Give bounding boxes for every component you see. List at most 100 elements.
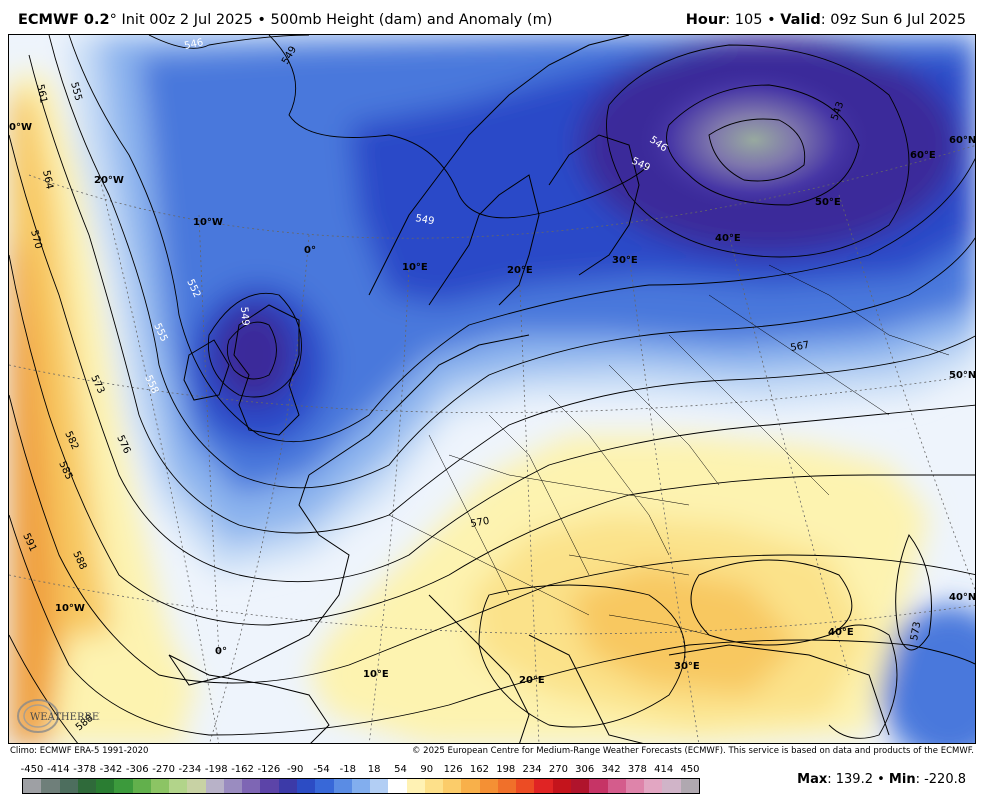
lon-label: 60°E xyxy=(910,150,936,161)
legend-tick-label: -18 xyxy=(339,764,356,775)
weatherbell-logo: WEATHERBELL xyxy=(14,696,113,736)
legend-swatch xyxy=(662,779,681,793)
climo-credit: Climo: ECMWF ERA-5 1991-2020 xyxy=(10,746,149,756)
legend-swatch xyxy=(406,779,425,793)
legend-swatch xyxy=(497,779,517,793)
legend-tick-label: 126 xyxy=(443,764,463,775)
hour-label: Hour xyxy=(685,12,726,28)
lon-label: 0° xyxy=(304,245,316,256)
legend-swatch xyxy=(41,779,60,793)
legend-swatch xyxy=(552,779,571,793)
legend-swatch xyxy=(479,779,498,793)
forecast-hour-valid: Hour: 105 • Valid: 09z Sun 6 Jul 2025 xyxy=(686,12,966,28)
logo-text: WEATHERBELL xyxy=(30,712,100,723)
lon-label: 10°W xyxy=(55,603,85,614)
anomaly-color-legend: -450 -414 -378 -342 -306 -270 -234 -198 -162 -126… xyxy=(18,764,702,798)
legend-tick-label: 162 xyxy=(469,764,489,775)
contour-label: 570 xyxy=(470,516,491,530)
legend-tick-label: 270 xyxy=(548,764,568,775)
legend-swatch xyxy=(424,779,444,793)
contour-label: 564 xyxy=(40,169,55,190)
legend-tick-label: 414 xyxy=(654,764,674,775)
valid-value: : 09z Sun 6 Jul 2025 xyxy=(820,12,966,28)
contour-label: 549 xyxy=(238,306,251,326)
legend-swatch xyxy=(443,779,462,793)
legend-swatch xyxy=(187,779,206,793)
legend-tick-label: -342 xyxy=(99,764,123,775)
legend-ticks: -450 -414 -378 -342 -306 -270 -234 -198 -162 -126… xyxy=(18,764,702,778)
lon-label: 10°E xyxy=(363,669,389,680)
lon-label: 20°W xyxy=(94,175,124,186)
lon-label: 20°E xyxy=(507,265,533,276)
height-contours xyxy=(9,35,975,743)
logo-svg: WEATHERBELL xyxy=(17,699,113,733)
legend-colorbar xyxy=(22,778,700,794)
lon-label: 50°E xyxy=(815,197,841,208)
valid-label: Valid xyxy=(780,12,821,28)
legend-tick-label: -414 xyxy=(46,764,70,775)
legend-tick-label: 234 xyxy=(522,764,542,775)
legend-tick-label: 54 xyxy=(394,764,407,775)
legend-tick-label: -306 xyxy=(125,764,149,775)
forecast-map[interactable]: 0°W 20°W 10°W 0° 10°E 20°E 30°E 40°E 50°… xyxy=(8,34,976,744)
legend-swatch xyxy=(205,779,224,793)
lon-label: 20°E xyxy=(519,675,545,686)
legend-swatch xyxy=(570,779,590,793)
legend-tick-label: 306 xyxy=(575,764,595,775)
lon-label: 10°E xyxy=(402,262,428,273)
legend-swatch xyxy=(150,779,170,793)
graticule-labels: 0°W 20°W 10°W 0° 10°E 20°E 30°E 40°E 50°… xyxy=(9,122,976,686)
lon-label: 30°E xyxy=(612,255,638,266)
legend-swatch xyxy=(351,779,371,793)
legend-swatch xyxy=(516,779,535,793)
legend-tick-label: -234 xyxy=(178,764,202,775)
legend-swatch xyxy=(242,779,261,793)
map-title: ECMWF 0.2° Init 00z 2 Jul 2025 • 500mb H… xyxy=(18,12,552,28)
lon-label: 40°E xyxy=(715,233,741,244)
legend-tick-label: 378 xyxy=(627,764,647,775)
coastlines xyxy=(168,35,932,743)
ecmwf-copyright: © 2025 European Centre for Medium-Range … xyxy=(411,746,974,756)
legend-swatch xyxy=(23,779,42,793)
legend-swatch xyxy=(114,779,133,793)
legend-swatch xyxy=(296,779,316,793)
legend-swatch xyxy=(260,779,279,793)
legend-tick-label: 342 xyxy=(601,764,621,775)
lon-label: 0°W xyxy=(9,122,32,133)
lat-label: 50°N xyxy=(949,370,976,381)
contour-label: 561 xyxy=(34,83,49,104)
legend-swatch xyxy=(607,779,626,793)
legend-swatch xyxy=(333,779,352,793)
contour-label: 567 xyxy=(790,340,811,354)
legend-swatch xyxy=(625,779,645,793)
legend-swatch xyxy=(534,779,553,793)
graticule xyxy=(9,145,975,743)
legend-swatch xyxy=(96,779,115,793)
legend-swatch xyxy=(132,779,151,793)
lon-label: 30°E xyxy=(674,661,700,672)
legend-tick-label: 90 xyxy=(420,764,434,775)
contour-label: 546 xyxy=(183,37,204,52)
legend-tick-label: -378 xyxy=(73,764,96,775)
legend-swatch xyxy=(278,779,297,793)
legend-swatch xyxy=(370,779,389,793)
contour-label: 573 xyxy=(909,621,923,642)
max-min-stats: Max: 139.2 • Min: -220.8 xyxy=(797,772,966,787)
min-label: Min xyxy=(888,772,916,787)
low-center-russia xyxy=(634,65,874,215)
contour-label: 549 xyxy=(414,213,435,227)
legend-tick-label: -54 xyxy=(313,764,330,775)
legend-swatch xyxy=(169,779,188,793)
legend-swatch xyxy=(644,779,663,793)
legend-tick-label: 198 xyxy=(496,764,516,775)
lon-label: 0° xyxy=(215,646,227,657)
lat-label: 60°N xyxy=(949,135,976,146)
hour-value: : 105 • xyxy=(725,12,781,28)
map-svg: 0°W 20°W 10°W 0° 10°E 20°E 30°E 40°E 50°… xyxy=(9,35,976,743)
legend-swatch xyxy=(589,779,608,793)
contour-label: 570 xyxy=(28,229,44,250)
legend-swatch xyxy=(59,779,78,793)
legend-swatch xyxy=(77,779,97,793)
lat-label: 40°N xyxy=(949,592,976,603)
legend-tick-label: 450 xyxy=(680,764,700,775)
